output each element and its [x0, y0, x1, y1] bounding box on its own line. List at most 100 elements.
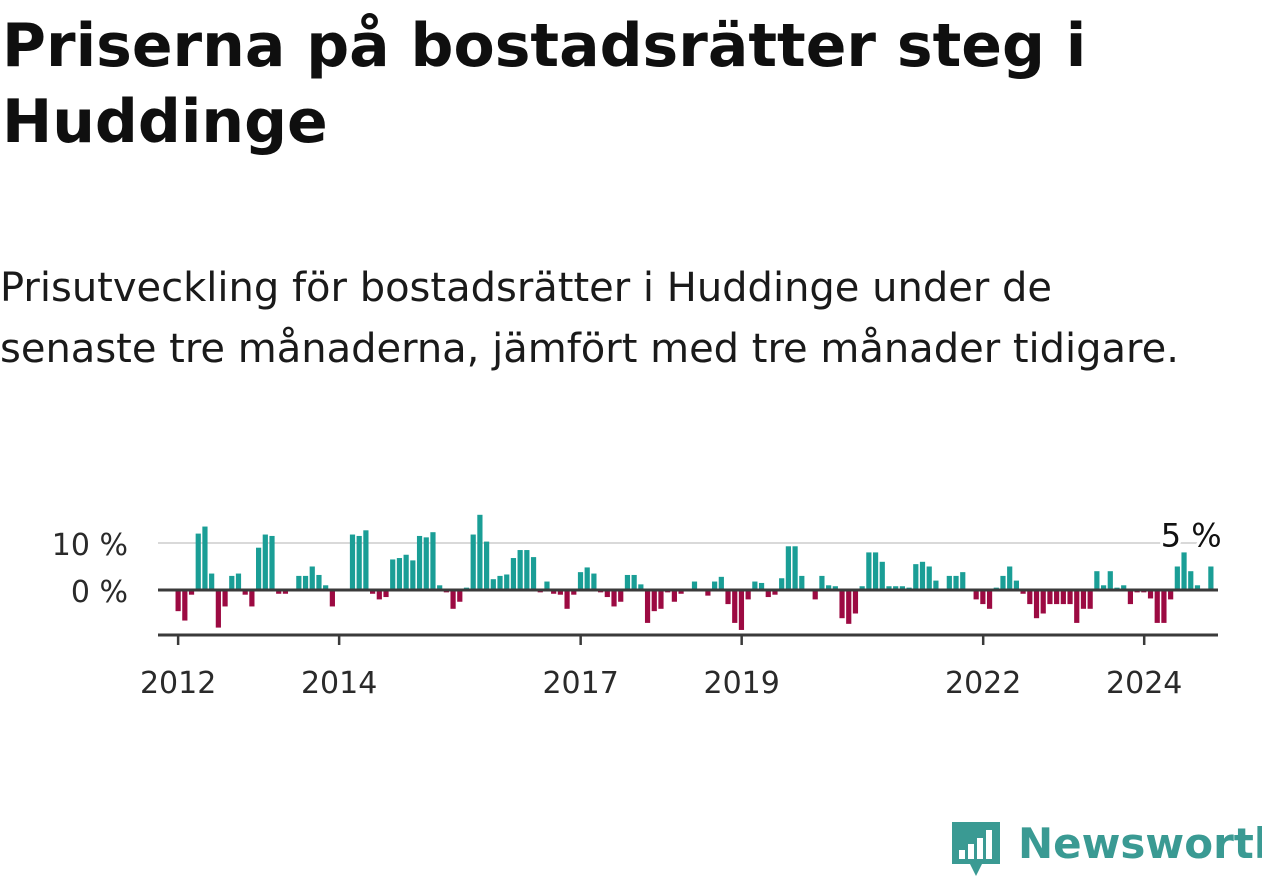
chart-title: Priserna på bostadsrätter steg i Hudding…: [2, 11, 1087, 157]
bar: [403, 554, 409, 590]
bar: [1087, 590, 1093, 609]
bar: [430, 532, 436, 590]
bar: [1127, 590, 1133, 605]
bar: [437, 585, 443, 590]
x-tick-label: 2012: [140, 666, 216, 701]
bar: [470, 534, 476, 590]
bar: [765, 590, 771, 598]
bar: [1168, 590, 1174, 600]
bar: [262, 534, 268, 590]
bar: [269, 535, 275, 590]
bar: [222, 590, 228, 607]
bar: [215, 590, 221, 628]
bar: [209, 573, 215, 590]
logo-wordmark: Newsworthy: [1018, 819, 1262, 868]
bar: [396, 558, 403, 590]
bar: [886, 586, 892, 590]
bar: [182, 590, 188, 621]
bar: [1033, 590, 1040, 619]
bar: [249, 590, 255, 607]
bar: [510, 558, 517, 590]
bar: [812, 590, 818, 600]
bar: [256, 547, 262, 590]
bar: [1147, 590, 1154, 599]
bar: [819, 575, 825, 590]
bar: [564, 590, 570, 609]
bar: [879, 561, 885, 590]
bar: [785, 546, 791, 590]
bar: [732, 590, 738, 623]
bar: [745, 590, 751, 600]
bar: [1000, 575, 1006, 590]
bar: [671, 590, 677, 602]
bar: [1094, 571, 1100, 590]
bar: [738, 590, 745, 630]
bar: [1054, 590, 1060, 605]
bar: [1020, 590, 1026, 594]
bar: [416, 535, 423, 590]
bar: [571, 590, 577, 595]
bar: [584, 567, 590, 590]
bar: [826, 585, 832, 590]
bar: [1208, 566, 1214, 590]
bar: [832, 586, 838, 590]
bar: [799, 575, 805, 590]
bar: [624, 574, 631, 590]
bar: [423, 537, 429, 590]
x-tick-label: 2024: [1106, 666, 1182, 701]
bar: [866, 552, 872, 590]
bar: [296, 575, 302, 590]
bar: [1181, 552, 1187, 590]
bar: [202, 526, 208, 590]
bar: [893, 586, 899, 590]
bar: [1040, 590, 1046, 614]
bar: [899, 586, 905, 590]
bar: [779, 578, 785, 590]
bar: [919, 561, 926, 590]
bar: [517, 550, 523, 590]
bar: [457, 590, 463, 602]
bar: [1188, 571, 1194, 590]
bar: [591, 573, 597, 590]
bar: [1161, 590, 1167, 623]
bar: [195, 533, 201, 590]
bar: [349, 534, 356, 590]
bar: [604, 590, 610, 598]
bar-series: [175, 514, 1214, 630]
bar: [611, 590, 617, 607]
bar: [658, 590, 664, 609]
x-tick-label: 2022: [945, 666, 1021, 701]
bar: [282, 590, 289, 594]
bar: [792, 546, 798, 590]
y-tick-label: 10 %: [52, 528, 128, 563]
bar: [638, 584, 644, 590]
bar: [926, 566, 932, 590]
bar: [859, 586, 865, 590]
latest-value-label: 5 %: [1161, 517, 1222, 555]
bar: [705, 590, 711, 596]
bar: [329, 590, 335, 607]
bar: [1027, 590, 1033, 605]
bar: [530, 557, 537, 590]
bar: [946, 575, 952, 590]
bar: [1080, 590, 1087, 609]
axes: [158, 588, 1218, 645]
x-tick-label: 2017: [542, 666, 618, 701]
bar: [309, 566, 315, 590]
x-tick-label: 2014: [301, 666, 377, 701]
bar: [960, 572, 966, 590]
newsworthy-chart-badge-icon: [952, 822, 1000, 876]
axis-labels: 0 % 10 % 2012 2014 2017 2019 2022 2024 5 %: [52, 514, 1225, 702]
bar: [504, 574, 510, 590]
bar-chart: 0 % 10 % 2012 2014 2017 2019 2022 2024 5 %: [52, 514, 1225, 702]
bar: [852, 590, 859, 614]
bar: [752, 581, 758, 590]
bar: [1154, 590, 1160, 623]
bar: [356, 535, 362, 590]
bar: [1060, 590, 1066, 605]
bar: [691, 581, 698, 590]
bar: [986, 590, 993, 609]
bar: [477, 514, 483, 590]
bar: [1007, 566, 1013, 590]
bar: [390, 559, 396, 590]
